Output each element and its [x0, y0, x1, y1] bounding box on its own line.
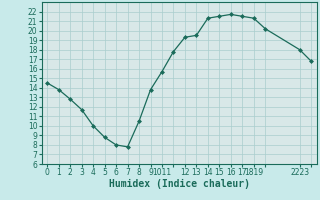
X-axis label: Humidex (Indice chaleur): Humidex (Indice chaleur): [109, 179, 250, 189]
